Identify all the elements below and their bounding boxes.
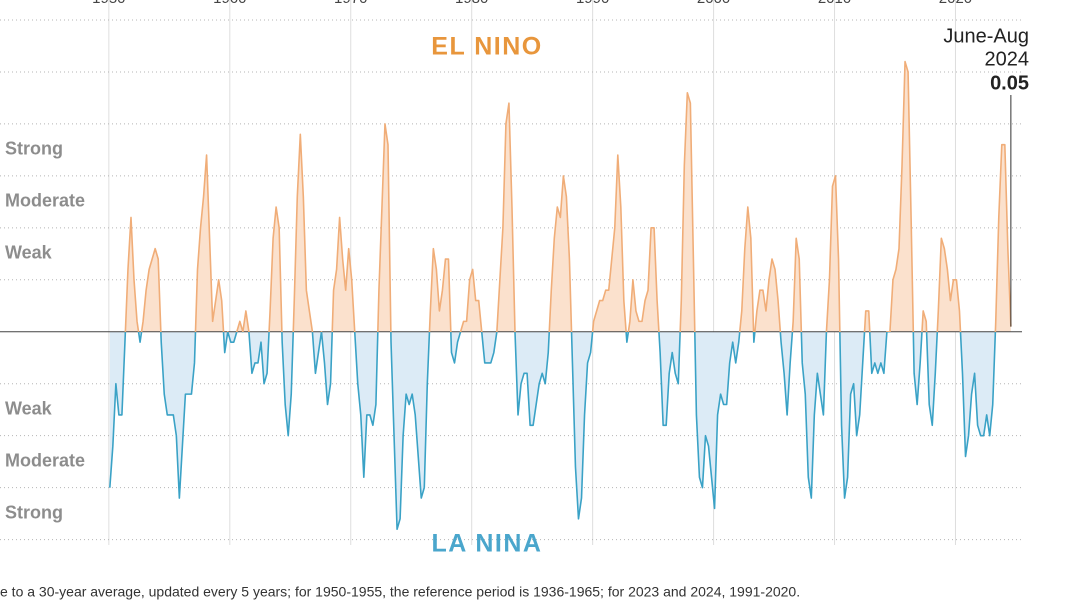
strength-label: Strong [5,502,63,522]
x-tick-label: 2000 [697,0,730,7]
x-tick-label: 2020 [939,0,972,7]
strength-label: Moderate [5,191,85,211]
el-nino-label: EL NINO [431,33,542,61]
strength-label: Strong [5,139,63,159]
x-tick-label: 1960 [213,0,246,7]
annotation-season: June-Aug [943,25,1029,47]
strength-label: Moderate [5,450,85,470]
area [109,61,1011,530]
annotation-value: 0.05 [990,72,1029,94]
la-nina-label: LA NINA [432,530,543,558]
x-tick-label: 1990 [576,0,609,7]
annotation-year: 2024 [985,48,1030,70]
line [109,60,1012,531]
footnote: e to a 30-year average, updated every 5 … [0,584,800,600]
x-tick-label: 2010 [818,0,851,7]
strength-label: Weak [5,243,53,263]
x-tick-label: 1980 [455,0,488,7]
x-tick-label: 1950 [92,0,125,7]
x-tick-label: 1970 [334,0,367,7]
strength-label: Weak [5,398,53,418]
